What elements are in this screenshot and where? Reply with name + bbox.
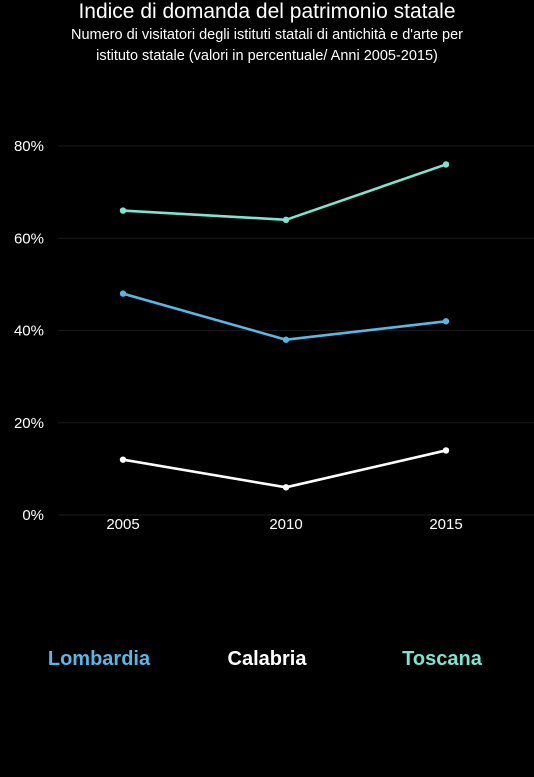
series-line bbox=[121, 292, 448, 342]
chart-legend: Lombardia Calabria Toscana bbox=[0, 648, 534, 674]
x-axis-ticks: 2005 2010 2015 bbox=[106, 516, 462, 533]
legend-item-calabria[interactable]: Calabria bbox=[227, 648, 307, 670]
y-axis-ticks: 0% 20% 40% 60% 80% bbox=[14, 138, 44, 524]
data-point[interactable] bbox=[282, 484, 290, 491]
data-point[interactable] bbox=[442, 447, 450, 454]
data-point[interactable] bbox=[119, 207, 127, 214]
data-point[interactable] bbox=[282, 336, 290, 343]
chart-subtitle-line-1: Numero di visitatori degli istituti stat… bbox=[70, 27, 464, 43]
data-point[interactable] bbox=[119, 290, 127, 297]
series-toscana bbox=[119, 161, 450, 223]
series-line bbox=[121, 449, 448, 489]
data-point[interactable] bbox=[282, 216, 290, 223]
chart-title: Indice di domanda del patrimonio statale bbox=[78, 0, 456, 23]
y-tick-label: 0% bbox=[22, 507, 44, 524]
y-tick-label: 20% bbox=[14, 415, 44, 432]
chart-subtitle-line-2: istituto statale (valori in percentuale/… bbox=[96, 48, 438, 64]
line-chart: 0% 20% 40% 60% 80% 2005 2010 2015 bbox=[14, 138, 534, 533]
data-point[interactable] bbox=[119, 456, 127, 463]
series-line bbox=[121, 163, 448, 222]
chart-subtitle: Numero di visitatori degli istituti stat… bbox=[0, 25, 534, 67]
data-point[interactable] bbox=[442, 318, 450, 325]
data-point[interactable] bbox=[442, 161, 450, 168]
series-calabria bbox=[119, 447, 450, 491]
x-tick-label: 2015 bbox=[429, 516, 462, 533]
x-tick-label: 2005 bbox=[106, 516, 139, 533]
legend-item-lombardia[interactable]: Lombardia bbox=[47, 648, 151, 670]
x-tick-label: 2010 bbox=[269, 516, 302, 533]
y-tick-label: 40% bbox=[14, 323, 44, 340]
legend-item-toscana[interactable]: Toscana bbox=[402, 648, 482, 670]
grid-lines bbox=[58, 145, 534, 516]
y-tick-label: 60% bbox=[14, 230, 44, 247]
series-lines bbox=[119, 161, 450, 491]
series-lombardia bbox=[119, 290, 450, 343]
y-tick-label: 80% bbox=[14, 138, 44, 155]
